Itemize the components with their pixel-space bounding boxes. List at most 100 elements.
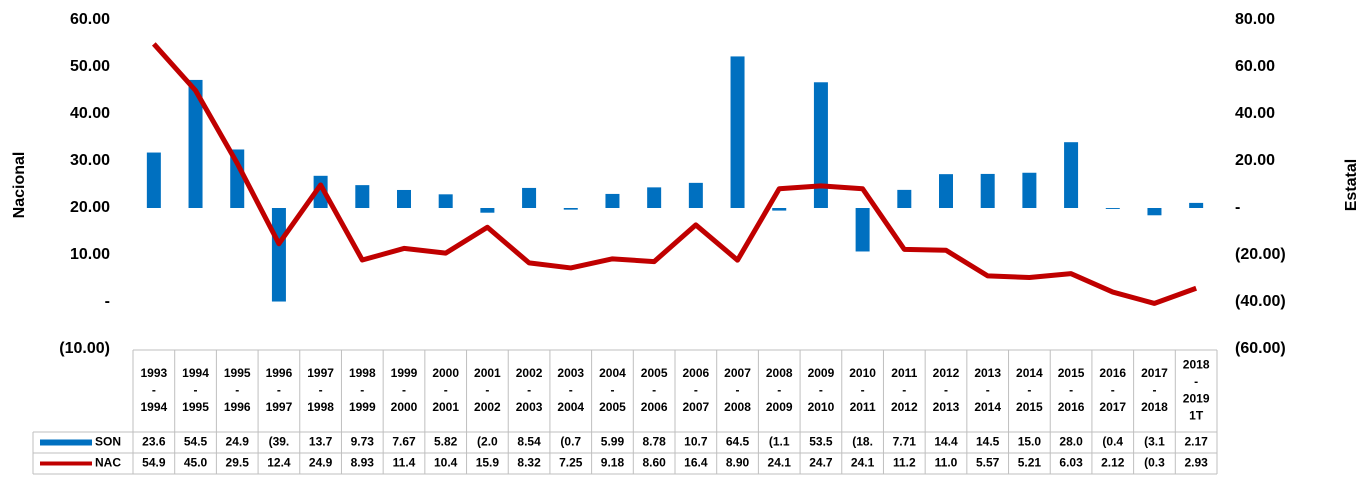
x-tick-line: 2019 xyxy=(1183,392,1210,406)
x-tick-line: 1999 xyxy=(349,400,376,414)
table-value: 8.93 xyxy=(351,456,375,470)
bar xyxy=(730,56,745,208)
legend-label: NAC xyxy=(95,456,121,470)
x-tick-line: 1993 xyxy=(140,366,167,380)
x-tick-line: 2016 xyxy=(1058,400,1085,414)
x-tick-label: 2018 - 2019 1T xyxy=(1183,358,1210,423)
table-value: 8.54 xyxy=(517,435,541,449)
table-value: 45.0 xyxy=(184,456,208,470)
x-tick-line: - xyxy=(1111,383,1115,397)
y-axis-title: Nacional xyxy=(11,152,28,219)
x-tick-line: 2018 xyxy=(1183,358,1210,372)
x-tick-line: 2017 xyxy=(1099,400,1126,414)
x-tick-label: 2007 - 2008 xyxy=(724,366,751,414)
table-value: 5.82 xyxy=(434,435,458,449)
x-tick-line: 2006 xyxy=(641,400,668,414)
x-tick-label: 2009 - 2010 xyxy=(808,366,835,414)
x-tick-line: - xyxy=(485,383,489,397)
x-tick-line: 2014 xyxy=(1016,366,1043,380)
x-tick-line: - xyxy=(819,383,823,397)
x-tick-label: 2015 - 2016 xyxy=(1058,366,1085,414)
table-value: 10.7 xyxy=(684,435,708,449)
table-value: 54.9 xyxy=(142,456,166,470)
table-value: 23.6 xyxy=(142,435,166,449)
x-tick-line: - xyxy=(861,383,865,397)
y2-tick-label: - xyxy=(1235,199,1240,216)
x-tick-line: 1995 xyxy=(224,366,251,380)
x-tick-line: 2012 xyxy=(933,366,960,380)
y-tick-label: 10.00 xyxy=(70,246,110,263)
table-value: (0.3 xyxy=(1144,456,1165,470)
bar xyxy=(397,189,411,208)
bar xyxy=(313,175,328,208)
table-value: (1.1 xyxy=(769,435,790,449)
x-tick-label: 2008 - 2009 xyxy=(766,366,793,414)
x-tick-line: 1T xyxy=(1189,409,1204,423)
x-tick-line: 2001 xyxy=(432,400,459,414)
table-value: (18. xyxy=(852,435,873,449)
x-tick-line: 2015 xyxy=(1016,400,1043,414)
y2-tick-label: (20.00) xyxy=(1235,246,1286,263)
x-tick-label: 2003 - 2004 xyxy=(557,366,584,414)
bar xyxy=(897,189,912,208)
table-value: 24.1 xyxy=(768,456,792,470)
x-tick-line: 1995 xyxy=(182,400,209,414)
line xyxy=(151,42,1198,306)
bar xyxy=(522,187,537,208)
table-value: 5.99 xyxy=(601,435,625,449)
table-value: 5.21 xyxy=(1018,456,1042,470)
x-tick-label: 2011 - 2012 xyxy=(891,366,918,414)
bar xyxy=(1105,208,1120,209)
x-tick-line: 1997 xyxy=(307,366,334,380)
bar xyxy=(1064,142,1079,208)
x-tick-label: 2017 - 2018 xyxy=(1141,366,1168,414)
x-tick-line: - xyxy=(986,383,990,397)
x-tick-line: - xyxy=(569,383,573,397)
y-tick-label: (10.00) xyxy=(59,340,110,357)
x-tick-line: 2016 xyxy=(1099,366,1126,380)
x-tick-label: 2002 - 2003 xyxy=(516,366,543,414)
x-tick-line: 2011 xyxy=(891,366,917,380)
bar xyxy=(647,187,662,208)
x-tick-line: 2015 xyxy=(1058,366,1085,380)
table-value: (2.0 xyxy=(477,435,498,449)
x-tick-line: - xyxy=(652,383,656,397)
bar xyxy=(230,149,245,208)
x-tick-label: 1996 - 1997 xyxy=(266,366,293,414)
table-value: 11.4 xyxy=(393,456,416,470)
x-tick-line: 2002 xyxy=(516,366,543,380)
bar xyxy=(813,82,828,208)
x-tick-line: 2011 xyxy=(850,400,876,414)
bar xyxy=(563,208,578,210)
x-tick-line: - xyxy=(235,383,239,397)
bar xyxy=(438,194,453,208)
table-value: 24.9 xyxy=(309,456,333,470)
table-value: 53.5 xyxy=(809,435,833,449)
table-value: 7.25 xyxy=(559,456,583,470)
x-tick-label: 1997 - 1998 xyxy=(307,366,334,414)
x-tick-line: - xyxy=(944,383,948,397)
x-tick-line: - xyxy=(1027,383,1031,397)
x-tick-label: 2004 - 2005 xyxy=(599,366,626,414)
bar xyxy=(1022,172,1037,208)
table-value: 14.5 xyxy=(976,435,1000,449)
x-tick-line: 1998 xyxy=(307,400,334,414)
x-tick-line: - xyxy=(1194,375,1198,389)
x-tick-label: 2013 - 2014 xyxy=(974,366,1001,414)
table-value: 7.67 xyxy=(392,435,416,449)
y-tick-label: 40.00 xyxy=(70,105,110,122)
bar xyxy=(188,79,203,208)
x-tick-label: 1993 - 1994 xyxy=(140,366,167,414)
table-value: 8.90 xyxy=(726,456,750,470)
x-tick-label: 2012 - 2013 xyxy=(933,366,960,414)
table-value: 7.71 xyxy=(893,435,917,449)
legend-label: SON xyxy=(95,435,121,449)
bar xyxy=(146,152,161,208)
x-tick-label: 1994 - 1995 xyxy=(182,366,209,414)
bar xyxy=(480,208,495,213)
table-value: 15.0 xyxy=(1018,435,1042,449)
table-value: 8.32 xyxy=(517,456,541,470)
x-tick-line: 2003 xyxy=(557,366,584,380)
y-tick-label: 50.00 xyxy=(70,58,110,75)
table-value: 54.5 xyxy=(184,435,208,449)
